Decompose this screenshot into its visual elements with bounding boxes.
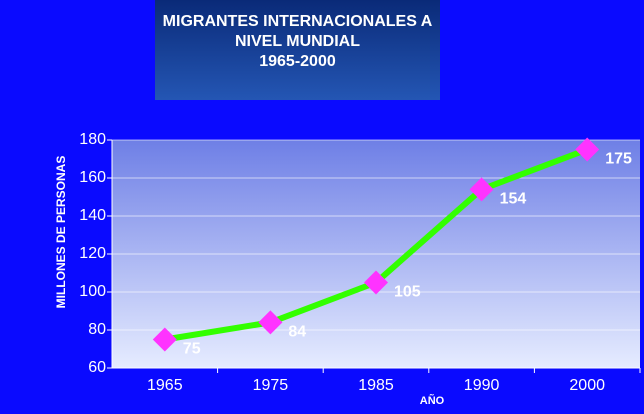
- data-label: 175: [605, 151, 632, 168]
- marker: [575, 137, 600, 162]
- y-tick-label: 60: [88, 359, 106, 376]
- chart-subtitle: 1965-2000: [259, 53, 336, 70]
- y-tick-label: 80: [88, 321, 106, 338]
- y-tick-label: 160: [79, 169, 106, 186]
- data-label: 105: [394, 284, 421, 301]
- title-box: MIGRANTES INTERNACIONALES A NIVEL MUNDIA…: [155, 0, 440, 100]
- marker: [469, 177, 494, 202]
- y-tick-label: 140: [79, 207, 106, 224]
- x-tick-label: 1985: [358, 377, 394, 394]
- y-tick-label: 120: [79, 245, 106, 262]
- x-tick-label: 1965: [147, 377, 183, 394]
- y-tick-label: 100: [79, 283, 106, 300]
- marker: [364, 270, 388, 295]
- chart-title: MIGRANTES INTERNACIONALES A NIVEL MUNDIA…: [162, 13, 433, 50]
- data-label: 75: [183, 341, 201, 358]
- y-tick-label: 180: [79, 131, 106, 148]
- marker: [152, 327, 177, 352]
- x-tick-label: 2000: [569, 377, 605, 394]
- data-label: 84: [288, 324, 306, 341]
- data-label: 154: [500, 191, 527, 208]
- y-axis-label: MILLONES DE PERSONAS: [54, 156, 68, 309]
- x-tick-label: 1990: [464, 377, 500, 394]
- x-tick-label: 1975: [253, 377, 289, 394]
- marker: [258, 310, 283, 335]
- x-axis-label: AÑO: [420, 394, 445, 407]
